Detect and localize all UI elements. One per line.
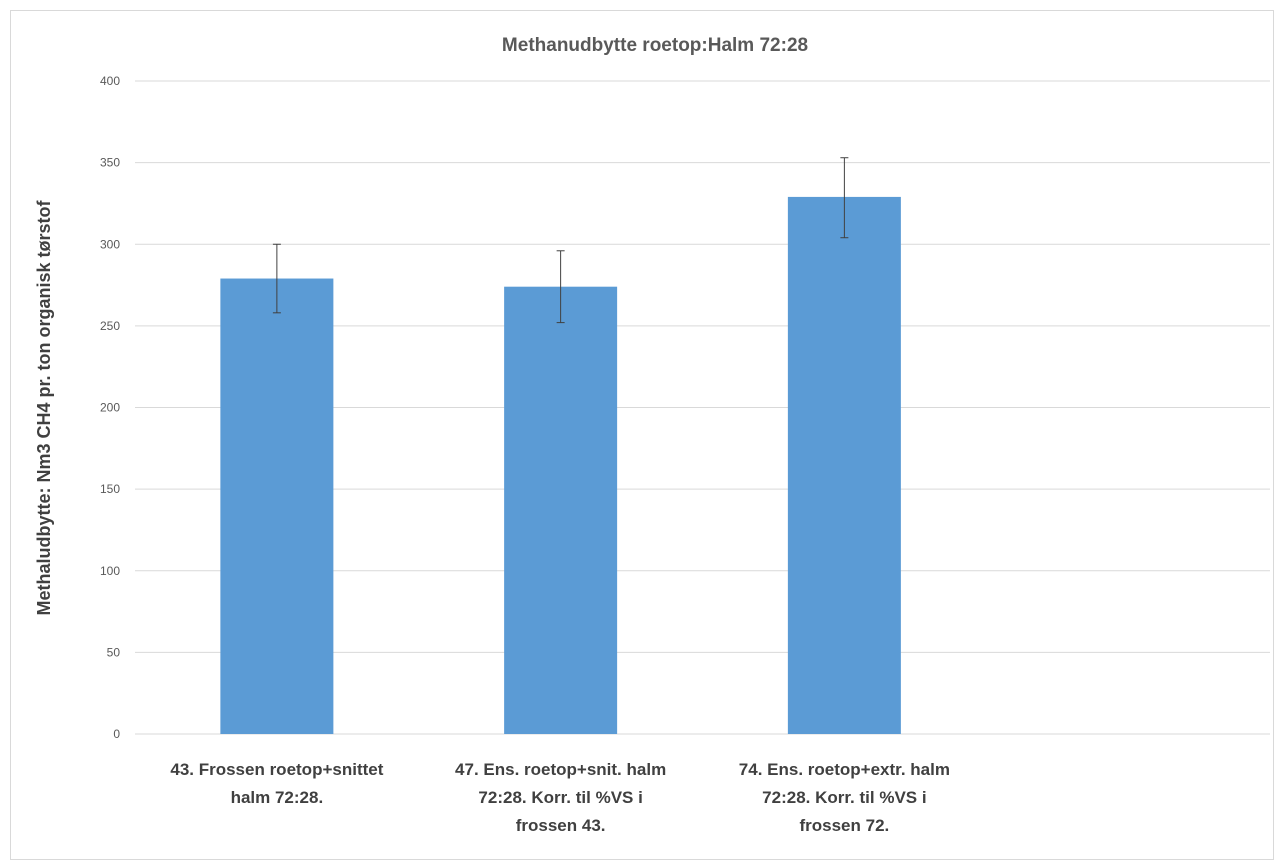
x-category-label: 43. Frossen roetop+snittet [170, 760, 383, 779]
y-tick-label: 300 [100, 237, 120, 251]
x-axis-labels: 43. Frossen roetop+snittet halm 72:28. 47.… [170, 760, 950, 835]
x-category-label: 72:28. Korr. til %VS i [478, 788, 642, 807]
error-bar [556, 250, 565, 324]
y-tick-label: 400 [100, 74, 120, 88]
y-tick-label: 250 [100, 319, 120, 333]
y-tick-label: 350 [100, 156, 120, 170]
bars [220, 196, 901, 735]
y-tick-label: 0 [113, 727, 120, 741]
x-category-label: 47. Ens. roetop+snit. halm [455, 760, 666, 779]
x-category-label: halm 72:28. [231, 788, 324, 807]
x-category-label: 74. Ens. roetop+extr. halm [739, 760, 950, 779]
y-tick-label: 200 [100, 401, 120, 415]
error-bar [840, 157, 849, 239]
error-bars [272, 157, 849, 324]
x-category-label: frossen 72. [799, 816, 889, 835]
y-axis-ticks: 0 50 100 150 200 250 300 350 400 [100, 74, 120, 741]
y-tick-label: 50 [107, 645, 121, 659]
error-bar [272, 243, 281, 314]
x-category-label: frossen 43. [516, 816, 606, 835]
chart-title: Methanudbytte roetop:Halm 72:28 [502, 35, 808, 56]
y-tick-label: 150 [100, 482, 120, 496]
bar [787, 196, 901, 735]
bar [220, 278, 334, 734]
y-tick-label: 100 [100, 564, 120, 578]
x-category-label: 72:28. Korr. til %VS i [762, 788, 926, 807]
bar [504, 286, 618, 734]
y-axis-title: Methaludbytte: Nm3 CH4 pr. ton organisk … [34, 199, 54, 615]
